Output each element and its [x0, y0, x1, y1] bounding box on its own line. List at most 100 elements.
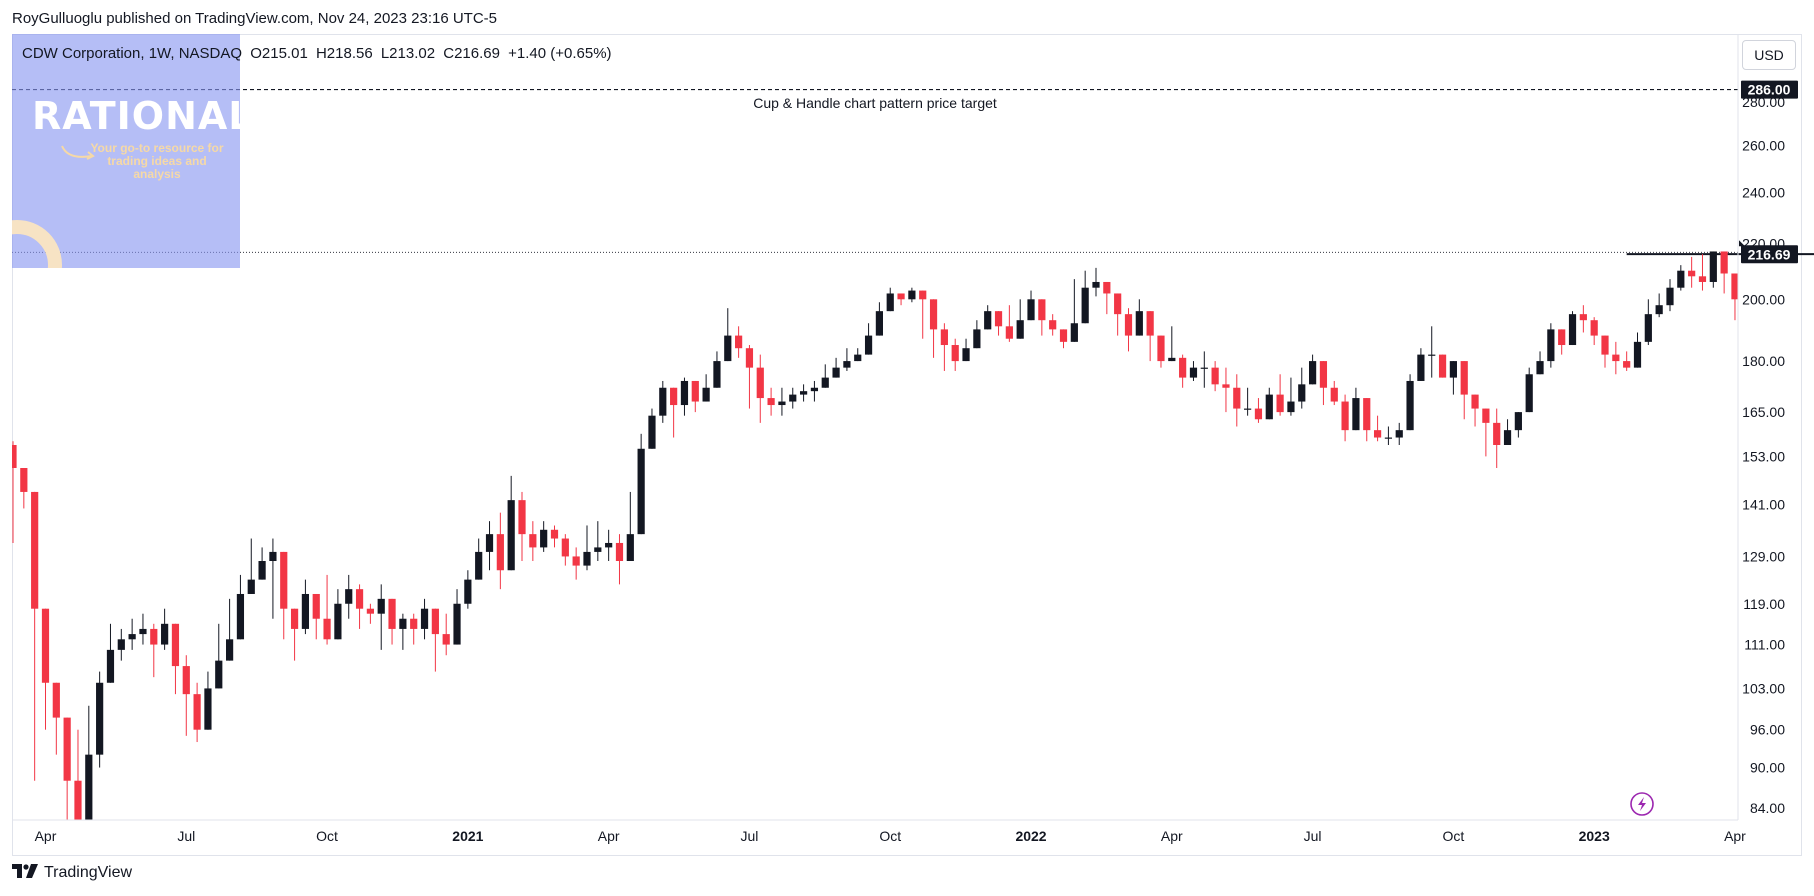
candle[interactable]: [778, 387, 786, 416]
candle[interactable]: [193, 682, 201, 743]
candle[interactable]: [1547, 323, 1555, 368]
candle[interactable]: [702, 374, 710, 402]
candle[interactable]: [1558, 329, 1566, 355]
candle[interactable]: [1179, 354, 1187, 388]
candle[interactable]: [583, 525, 591, 571]
candle[interactable]: [1309, 354, 1317, 385]
candle[interactable]: [789, 387, 797, 409]
candle[interactable]: [1493, 408, 1501, 468]
candle[interactable]: [204, 671, 212, 730]
candle[interactable]: [886, 287, 894, 312]
candle[interactable]: [1233, 374, 1241, 427]
candle[interactable]: [550, 525, 559, 548]
candle[interactable]: [615, 534, 624, 585]
candle[interactable]: [745, 345, 754, 409]
candle[interactable]: [1536, 351, 1544, 375]
candle[interactable]: [1742, 299, 1749, 358]
candle[interactable]: [1731, 273, 1738, 321]
candle[interactable]: [940, 323, 948, 371]
candle[interactable]: [1590, 317, 1598, 346]
candle[interactable]: [9, 441, 17, 543]
candle[interactable]: [1103, 281, 1111, 315]
candles-group[interactable]: [9, 238, 1814, 837]
candle[interactable]: [1352, 387, 1360, 431]
candle[interactable]: [258, 547, 266, 580]
candle[interactable]: [171, 623, 180, 695]
candle[interactable]: [1200, 351, 1208, 388]
candle[interactable]: [626, 491, 634, 562]
candle[interactable]: [117, 628, 125, 661]
candle[interactable]: [431, 608, 439, 672]
candle[interactable]: [334, 589, 342, 640]
candle[interactable]: [1775, 317, 1782, 351]
candle[interactable]: [1049, 314, 1057, 336]
candle[interactable]: [572, 547, 580, 580]
candle[interactable]: [388, 598, 396, 645]
candle[interactable]: [810, 380, 819, 402]
candle[interactable]: [1211, 361, 1219, 392]
candle[interactable]: [453, 589, 461, 645]
candle[interactable]: [518, 491, 526, 562]
candle[interactable]: [226, 598, 234, 661]
candle[interactable]: [464, 570, 472, 609]
candle[interactable]: [1720, 251, 1728, 294]
candle[interactable]: [182, 655, 190, 736]
candle[interactable]: [1688, 256, 1696, 288]
candle[interactable]: [908, 287, 916, 303]
candle[interactable]: [799, 384, 808, 402]
candle[interactable]: [41, 608, 50, 730]
candle[interactable]: [1633, 332, 1642, 368]
candle[interactable]: [1438, 354, 1447, 378]
candle[interactable]: [496, 512, 504, 590]
candle[interactable]: [864, 323, 873, 355]
candle[interactable]: [1579, 305, 1587, 333]
candle[interactable]: [832, 357, 840, 378]
candle[interactable]: [1666, 279, 1674, 312]
candle[interactable]: [1503, 419, 1512, 446]
candle[interactable]: [648, 408, 656, 449]
candle[interactable]: [355, 584, 364, 629]
candle[interactable]: [420, 598, 429, 640]
candle[interactable]: [1612, 341, 1620, 375]
candle[interactable]: [312, 593, 320, 640]
candle[interactable]: [1114, 293, 1122, 336]
candle[interactable]: [1698, 254, 1707, 291]
candle[interactable]: [929, 299, 938, 358]
candle[interactable]: [1081, 270, 1089, 324]
candle[interactable]: [1330, 380, 1338, 406]
candle[interactable]: [290, 608, 299, 661]
candle[interactable]: [1449, 361, 1457, 395]
candle[interactable]: [301, 579, 310, 635]
candle[interactable]: [984, 305, 992, 330]
candle[interactable]: [1287, 377, 1295, 416]
candle[interactable]: [106, 623, 115, 683]
candle[interactable]: [366, 603, 374, 624]
candle[interactable]: [1005, 305, 1013, 342]
candle[interactable]: [756, 354, 764, 423]
candle[interactable]: [875, 302, 883, 336]
candle[interactable]: [994, 311, 1003, 336]
candle[interactable]: [821, 364, 829, 388]
candle[interactable]: [1027, 290, 1035, 321]
candle[interactable]: [1568, 311, 1577, 346]
candle[interactable]: [161, 608, 169, 650]
candle[interactable]: [269, 538, 277, 619]
candle[interactable]: [1092, 267, 1100, 297]
candle[interactable]: [1222, 367, 1230, 413]
candle[interactable]: [475, 538, 483, 580]
candle[interactable]: [74, 729, 82, 837]
candle[interactable]: [529, 521, 537, 562]
y-axis[interactable]: 84.00 90.00 96.00 103.00 111.00 119.00 129.00 1…: [1737, 34, 1785, 820]
candle[interactable]: [377, 584, 385, 650]
candle[interactable]: [20, 467, 28, 509]
candle[interactable]: [345, 574, 353, 619]
candle[interactable]: [1601, 335, 1609, 368]
candle[interactable]: [919, 290, 927, 339]
candle[interactable]: [96, 671, 104, 768]
candle[interactable]: [637, 433, 645, 535]
candle[interactable]: [1016, 299, 1024, 339]
candle[interactable]: [85, 705, 93, 822]
candle[interactable]: [1254, 398, 1263, 423]
candle[interactable]: [1276, 374, 1284, 416]
